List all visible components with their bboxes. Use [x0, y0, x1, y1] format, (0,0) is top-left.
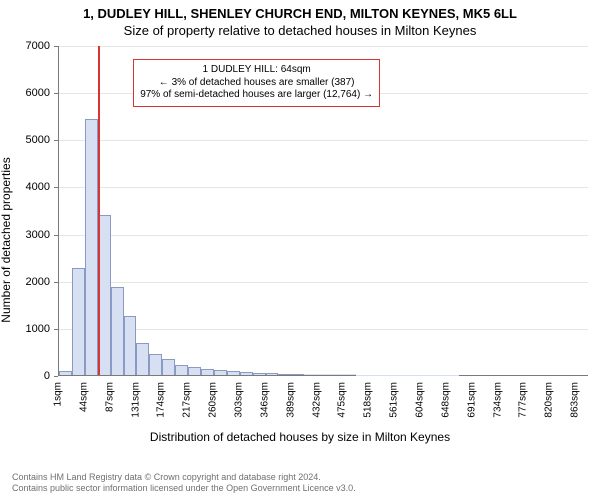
y-tick-label: 4000	[26, 181, 50, 193]
histogram-bar	[278, 374, 291, 375]
footer-line1: Contains HM Land Registry data © Crown c…	[12, 472, 356, 483]
x-tick-label: 346sqm	[259, 382, 270, 418]
x-tick-label: 820sqm	[544, 382, 555, 418]
histogram-bar	[240, 372, 253, 375]
y-tick-label: 3000	[26, 229, 50, 241]
histogram-bar	[253, 373, 266, 375]
footer-attribution: Contains HM Land Registry data © Crown c…	[12, 472, 356, 494]
x-tick-label: 217sqm	[182, 382, 193, 418]
y-tick-label: 0	[44, 370, 50, 382]
histogram-bar	[266, 373, 279, 375]
histogram-bar	[175, 365, 188, 375]
y-tick-label: 5000	[26, 134, 50, 146]
histogram-bar	[72, 268, 85, 375]
histogram-bar	[188, 367, 201, 375]
annotation-box: 1 DUDLEY HILL: 64sqm ← 3% of detached ho…	[133, 59, 380, 107]
property-marker-line	[98, 46, 100, 375]
chart-title-main: 1, DUDLEY HILL, SHENLEY CHURCH END, MILT…	[0, 0, 600, 21]
x-tick-labels: 1sqm44sqm87sqm131sqm174sqm217sqm260sqm30…	[58, 378, 588, 428]
y-tick-label: 7000	[26, 40, 50, 52]
x-tick-label: 648sqm	[440, 382, 451, 418]
x-axis-title: Distribution of detached houses by size …	[0, 430, 600, 444]
y-axis-label: Number of detached properties	[0, 157, 13, 322]
x-tick-label: 389sqm	[285, 382, 296, 418]
histogram-bar	[85, 119, 98, 375]
x-tick-label: 518sqm	[363, 382, 374, 418]
histogram-bar	[149, 354, 162, 375]
histogram-bar	[317, 374, 330, 375]
histogram-bar	[201, 369, 214, 375]
histogram-bar	[162, 359, 175, 375]
histogram-bar	[111, 287, 124, 375]
x-tick-label: 777sqm	[518, 382, 529, 418]
histogram-bar	[330, 374, 343, 375]
x-tick-label: 475sqm	[337, 382, 348, 418]
x-tick-label: 432sqm	[311, 382, 322, 418]
x-tick-label: 131sqm	[130, 382, 141, 418]
annotation-line3: 97% of semi-detached houses are larger (…	[140, 89, 373, 102]
chart-title-sub: Size of property relative to detached ho…	[0, 21, 600, 42]
y-tick-mark	[54, 376, 58, 377]
y-tick-label: 2000	[26, 276, 50, 288]
x-tick-label: 44sqm	[78, 382, 89, 412]
histogram-bar	[136, 343, 149, 375]
x-tick-label: 87sqm	[104, 382, 115, 412]
x-tick-label: 863sqm	[570, 382, 581, 418]
y-tick-label: 1000	[26, 323, 50, 335]
x-tick-label: 260sqm	[208, 382, 219, 418]
histogram-bar	[59, 371, 72, 375]
x-tick-label: 691sqm	[466, 382, 477, 418]
x-tick-label: 561sqm	[389, 382, 400, 418]
x-tick-label: 1sqm	[53, 382, 64, 406]
histogram-bar	[227, 371, 240, 375]
x-tick-label: 604sqm	[414, 382, 425, 418]
histogram-bar	[304, 374, 317, 375]
annotation-line1: 1 DUDLEY HILL: 64sqm	[140, 64, 373, 77]
histogram-bar	[124, 316, 137, 375]
y-tick-label: 6000	[26, 87, 50, 99]
plot-area: 1 DUDLEY HILL: 64sqm ← 3% of detached ho…	[58, 46, 588, 376]
x-tick-label: 174sqm	[156, 382, 167, 418]
histogram-bar	[343, 374, 356, 375]
x-tick-label: 734sqm	[492, 382, 503, 418]
chart-container: Number of detached properties 0 1000 2000 3…	[0, 42, 600, 437]
histogram-bar	[291, 374, 304, 375]
annotation-line2: ← 3% of detached houses are smaller (387…	[140, 77, 373, 90]
footer-line2: Contains public sector information licen…	[12, 483, 356, 494]
histogram-bar	[214, 370, 227, 375]
x-tick-label: 303sqm	[233, 382, 244, 418]
